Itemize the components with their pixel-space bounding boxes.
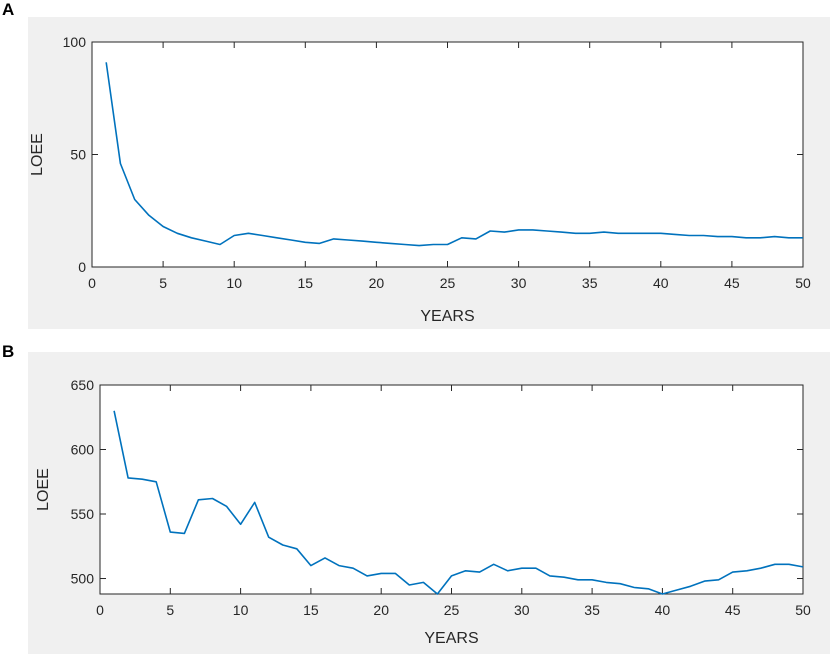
panel-a-xtick-label: 30 [511, 275, 527, 291]
panel-a-xtick-label: 35 [582, 275, 598, 291]
panel-b-ytick-label: 550 [71, 506, 95, 522]
panel-b-xtick-label: 50 [795, 602, 811, 618]
panel-b-xtick-label: 30 [514, 602, 530, 618]
panel-b-ytick-label: 650 [71, 377, 95, 393]
panel-b-xtick-label: 35 [584, 602, 600, 618]
panel-a-xtick-label: 15 [298, 275, 314, 291]
panel-b-xtick-label: 0 [96, 602, 104, 618]
panel-a-xtick-label: 50 [795, 275, 811, 291]
panel-b-plot-area [99, 384, 804, 595]
panel-b-y-axis-label: LOEE [35, 468, 52, 511]
panel-a-xtick-label: 0 [88, 275, 96, 291]
panel-a-xtick-label: 20 [369, 275, 385, 291]
panel-a-series-line [105, 62, 803, 247]
panel-b-xtick-label: 5 [166, 602, 174, 618]
panel-b-xtick-label: 10 [233, 602, 249, 618]
panel-a-label: A [2, 0, 15, 19]
panel-b-xtick-label: 40 [655, 602, 671, 618]
panel-b-xtick-label: 45 [725, 602, 741, 618]
panel-a-ytick-label: 0 [78, 259, 86, 275]
panel-a-y-axis-label: LOEE [29, 133, 46, 176]
panel-b-label: B [2, 342, 15, 361]
panel-b-series-line [113, 410, 804, 595]
panel-b-ytick-label: 500 [71, 571, 95, 587]
panel-a-x-axis-label: YEARS [420, 308, 474, 325]
panel-a-ytick-label: 100 [63, 34, 87, 50]
panel-b-xtick-label: 20 [373, 602, 389, 618]
panel-a-xtick-label: 45 [724, 275, 740, 291]
panel-b-x-axis-label: YEARS [424, 630, 478, 647]
panel-b-xtick-label: 15 [303, 602, 319, 618]
panel-a-ytick-label: 50 [70, 147, 86, 163]
panel-b-xtick-label: 25 [444, 602, 460, 618]
panel-b-ytick-label: 600 [71, 442, 95, 458]
panel-a-xtick-label: 10 [226, 275, 242, 291]
panel-a-plot-area [91, 41, 804, 268]
panel-a-xtick-label: 40 [653, 275, 669, 291]
panel-a-xtick-label: 5 [159, 275, 167, 291]
panel-a-xtick-label: 25 [440, 275, 456, 291]
